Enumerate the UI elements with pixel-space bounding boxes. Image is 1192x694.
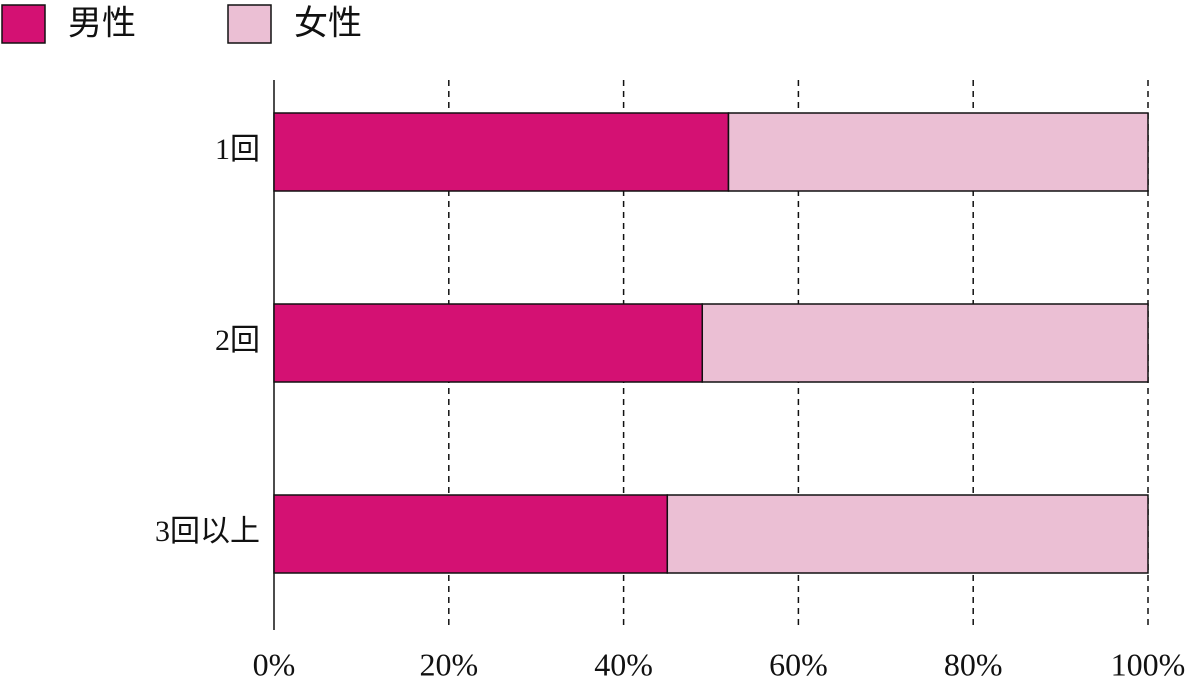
legend-label: 女性	[294, 4, 362, 44]
bar	[701, 303, 1149, 383]
bar	[666, 494, 1149, 574]
x-tick-label: 80%	[944, 646, 1003, 682]
bar	[273, 494, 669, 574]
y-tick-label: 1回	[215, 133, 260, 166]
legend-swatch	[227, 4, 272, 44]
bar	[727, 112, 1149, 192]
x-tick-label: 40%	[594, 646, 653, 682]
bar	[273, 112, 730, 192]
x-tick-label: 20%	[419, 646, 478, 682]
y-tick-label: 2回	[215, 324, 260, 357]
y-tick-label: 3回以上	[155, 515, 260, 548]
x-tick-label: 0%	[253, 646, 296, 682]
legend-swatch	[1, 4, 46, 44]
x-tick-label: 100%	[1111, 646, 1186, 682]
x-tick-label: 60%	[769, 646, 828, 682]
bar	[273, 303, 704, 383]
legend-label: 男性	[68, 4, 136, 44]
